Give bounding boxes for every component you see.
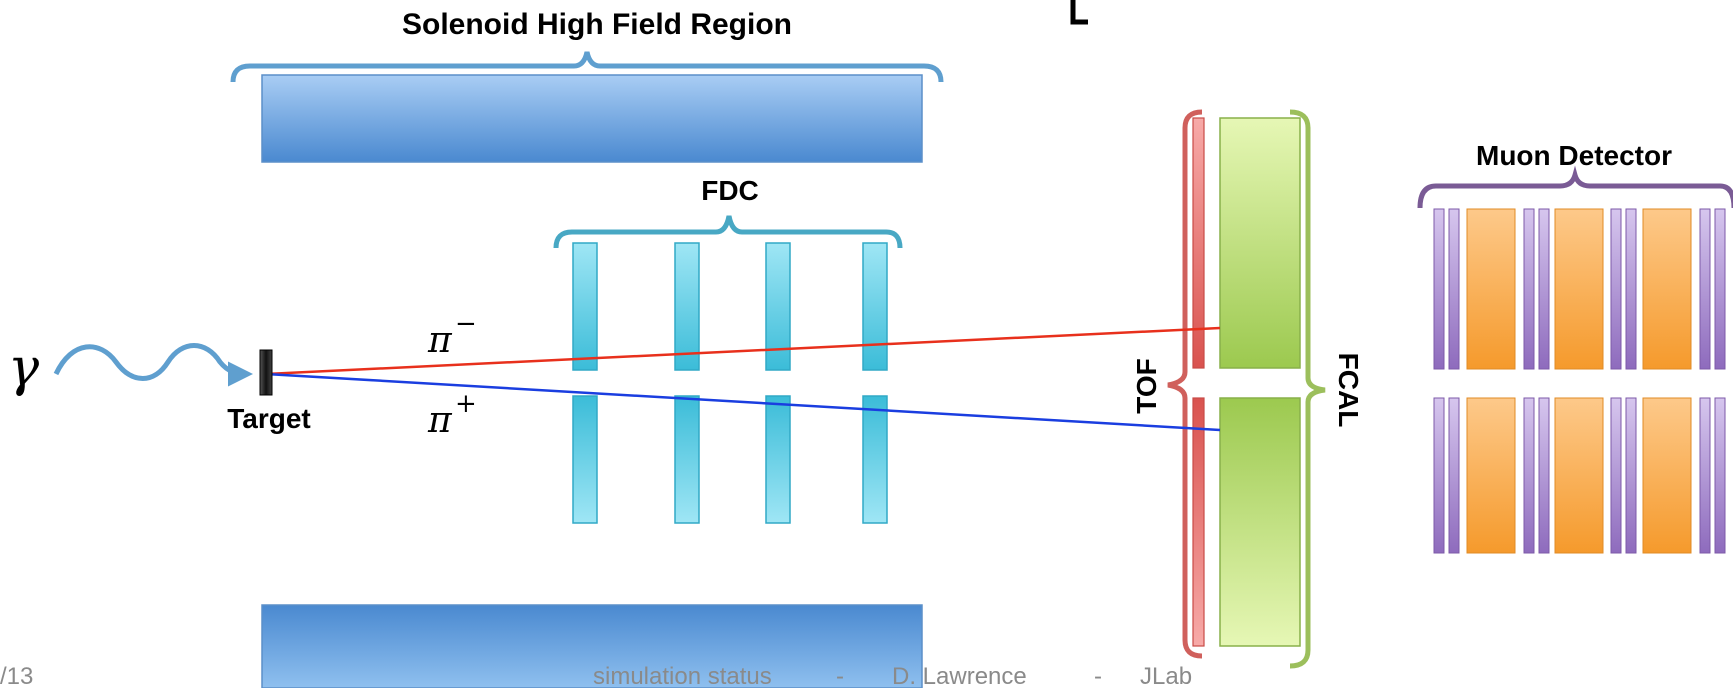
- muon-scint: [1523, 397, 1535, 554]
- fdc-plane-4-upper: [862, 242, 888, 371]
- fcal-bracket: [1289, 109, 1326, 669]
- fcal-label: FCAL: [1333, 353, 1364, 428]
- muon-scint: [1699, 208, 1711, 370]
- muon-iron: [1642, 397, 1692, 554]
- target: [259, 349, 273, 396]
- fcal-upper: [1219, 117, 1301, 369]
- fdc-plane-2-lower: [674, 395, 700, 524]
- photon-wave: [53, 343, 253, 387]
- solenoid-label: Solenoid High Field Region: [402, 8, 792, 41]
- photon-symbol: γ: [8, 338, 40, 398]
- fdc-plane-1-lower: [572, 395, 598, 524]
- fdc-label: FDC: [701, 175, 759, 206]
- fdc-planes: [572, 242, 888, 524]
- footer-sep-1: -: [836, 663, 844, 688]
- muon-scint: [1714, 397, 1726, 554]
- muon-detector-label: Muon Detector: [1476, 140, 1672, 171]
- muon-scint: [1714, 208, 1726, 370]
- muon-iron: [1466, 208, 1516, 370]
- muon-scint: [1625, 208, 1637, 370]
- footer-org: JLab: [1140, 663, 1192, 688]
- muon-iron: [1642, 208, 1692, 370]
- fdc-plane-4-lower: [862, 395, 888, 524]
- fcal-lower: [1219, 397, 1301, 647]
- tof-upper: [1192, 117, 1205, 369]
- solenoid-bracket: [230, 51, 944, 83]
- tof-bracket: [1167, 109, 1203, 659]
- muon-detector-lower: [1433, 397, 1726, 554]
- muon-scint: [1699, 397, 1711, 554]
- fdc-plane-1-upper: [572, 242, 598, 371]
- pi-plus-label: π: [427, 400, 453, 441]
- muon-bracket: [1417, 165, 1733, 209]
- corner-mark: [1070, 0, 1088, 25]
- muon-scint: [1538, 397, 1550, 554]
- muon-scint: [1433, 208, 1445, 370]
- muon-iron: [1554, 208, 1604, 370]
- muon-scint: [1448, 208, 1460, 370]
- target-label: Target: [227, 403, 311, 434]
- muon-scint: [1625, 397, 1637, 554]
- muon-scint: [1610, 208, 1622, 370]
- fdc-plane-3-lower: [765, 395, 791, 524]
- footer-page: /13: [0, 663, 33, 688]
- pi-minus-label: π: [427, 320, 453, 361]
- tof-lower: [1192, 397, 1205, 647]
- tof-label: TOF: [1131, 358, 1162, 413]
- pi-plus-superscript: +: [455, 389, 477, 419]
- pi-minus-superscript: −: [455, 309, 477, 339]
- solenoid-bottom: [261, 604, 923, 688]
- footer-sep-2: -: [1094, 663, 1102, 688]
- pi-plus-track: [265, 372, 1221, 432]
- solenoid-top: [261, 74, 923, 163]
- muon-iron: [1554, 397, 1604, 554]
- muon-iron: [1466, 397, 1516, 554]
- fdc-plane-2-upper: [674, 242, 700, 371]
- footer-title: simulation status: [593, 663, 772, 688]
- muon-scint: [1523, 208, 1535, 370]
- footer-author: D. Lawrence: [892, 663, 1027, 688]
- muon-scint: [1448, 397, 1460, 554]
- fdc-bracket: [553, 215, 903, 249]
- muon-scint: [1538, 208, 1550, 370]
- muon-detector-upper: [1433, 208, 1726, 370]
- muon-scint: [1610, 397, 1622, 554]
- pi-minus-track: [265, 326, 1221, 376]
- muon-scint: [1433, 397, 1445, 554]
